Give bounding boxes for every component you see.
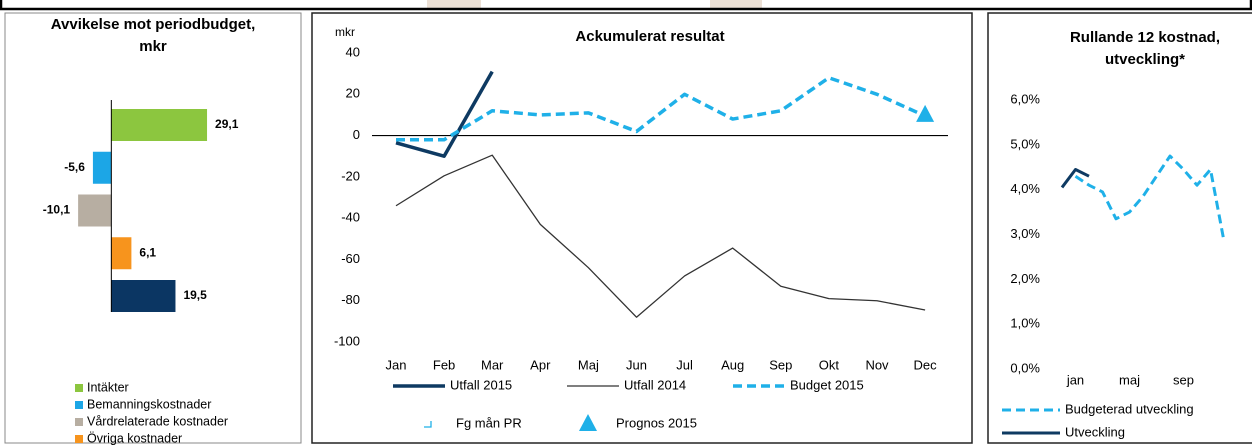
y-tick-label: 2,0%	[1010, 271, 1040, 286]
x-tick-label: Mar	[481, 357, 504, 372]
bar	[92, 151, 112, 184]
marker	[916, 104, 935, 122]
legend-label: Fg mån PR	[456, 415, 522, 430]
legend-swatch	[75, 384, 83, 392]
series-line	[1060, 167, 1090, 189]
legend-label: Övriga kostnader	[87, 431, 182, 445]
header-tab	[710, 0, 762, 9]
x-tick-label: Feb	[433, 357, 455, 372]
y-tick-label: 20	[346, 86, 360, 101]
legend-label: Intäkter	[87, 380, 129, 394]
y-tick-label: -40	[341, 210, 360, 225]
value-label: 19,5	[183, 288, 207, 302]
y-tick-label: -80	[341, 292, 360, 307]
legend-swatch	[75, 435, 83, 443]
series-line	[395, 70, 494, 158]
series-line	[1074, 154, 1226, 242]
y-tick-label: 3,0%	[1010, 226, 1040, 241]
y-tick-label: 5,0%	[1010, 136, 1040, 151]
y-tick-label: -60	[341, 251, 360, 266]
value-label: 29,1	[215, 117, 239, 131]
legend-label: Utfall 2015	[450, 377, 512, 392]
value-label: 6,1	[139, 245, 156, 259]
x-tick-label: Aug	[721, 357, 744, 372]
header-frame	[0, 0, 1252, 11]
chart-title: Rullande 12 kostnad, utveckling*	[1069, 29, 1221, 68]
bar	[111, 280, 176, 312]
bar	[78, 194, 112, 227]
panel	[987, 12, 1252, 444]
legend-label: Budget 2015	[790, 377, 864, 392]
legend-swatch	[75, 418, 83, 426]
legend-label: Bemanningskostnader	[87, 397, 211, 411]
x-tick-label: jan	[1066, 372, 1084, 387]
chart-title: Avvikelse mot periodbudget, mkr	[50, 16, 256, 55]
x-tick-label: Jan	[386, 357, 407, 372]
legend-label: Utfall 2014	[624, 377, 686, 392]
y-tick-label: 40	[346, 44, 360, 59]
bar	[111, 237, 132, 270]
series-line	[395, 154, 926, 318]
x-tick-label: Jul	[676, 357, 693, 372]
series-line	[396, 76, 926, 142]
y-tick-label: 6,0%	[1010, 91, 1040, 106]
y-tick-label: -100	[334, 333, 360, 348]
header-tab	[427, 0, 481, 9]
panel	[4, 12, 302, 444]
y-tick-label: 0	[353, 127, 360, 142]
marker	[579, 414, 597, 431]
marker	[424, 421, 432, 428]
value-label: -10,1	[43, 203, 71, 217]
x-tick-label: Okt	[819, 357, 840, 372]
legend-label: Budgeterad utveckling	[1065, 401, 1194, 416]
bar	[111, 109, 208, 141]
x-tick-label: maj	[1119, 372, 1140, 387]
legend-swatch	[75, 401, 83, 409]
x-tick-label: sep	[1173, 372, 1194, 387]
y-tick-label: 1,0%	[1010, 316, 1040, 331]
y-tick-label: 4,0%	[1010, 181, 1040, 196]
legend-label: Vårdrelaterade kostnader	[87, 414, 228, 428]
panel	[311, 12, 973, 444]
y-axis-label: mkr	[335, 25, 355, 39]
x-tick-label: Apr	[530, 357, 551, 372]
x-tick-label: Jun	[626, 357, 647, 372]
x-tick-label: Maj	[578, 357, 599, 372]
chart-title: Ackumulerat resultat	[575, 28, 725, 45]
value-label: -5,6	[64, 160, 85, 174]
x-tick-label: Nov	[865, 357, 889, 372]
y-tick-label: 0,0%	[1010, 360, 1040, 375]
legend-label: Utveckling	[1065, 424, 1125, 439]
legend-label: Prognos 2015	[616, 415, 697, 430]
x-tick-label: Dec	[914, 357, 938, 372]
x-tick-label: Sep	[769, 357, 792, 372]
y-tick-label: -20	[341, 168, 360, 183]
